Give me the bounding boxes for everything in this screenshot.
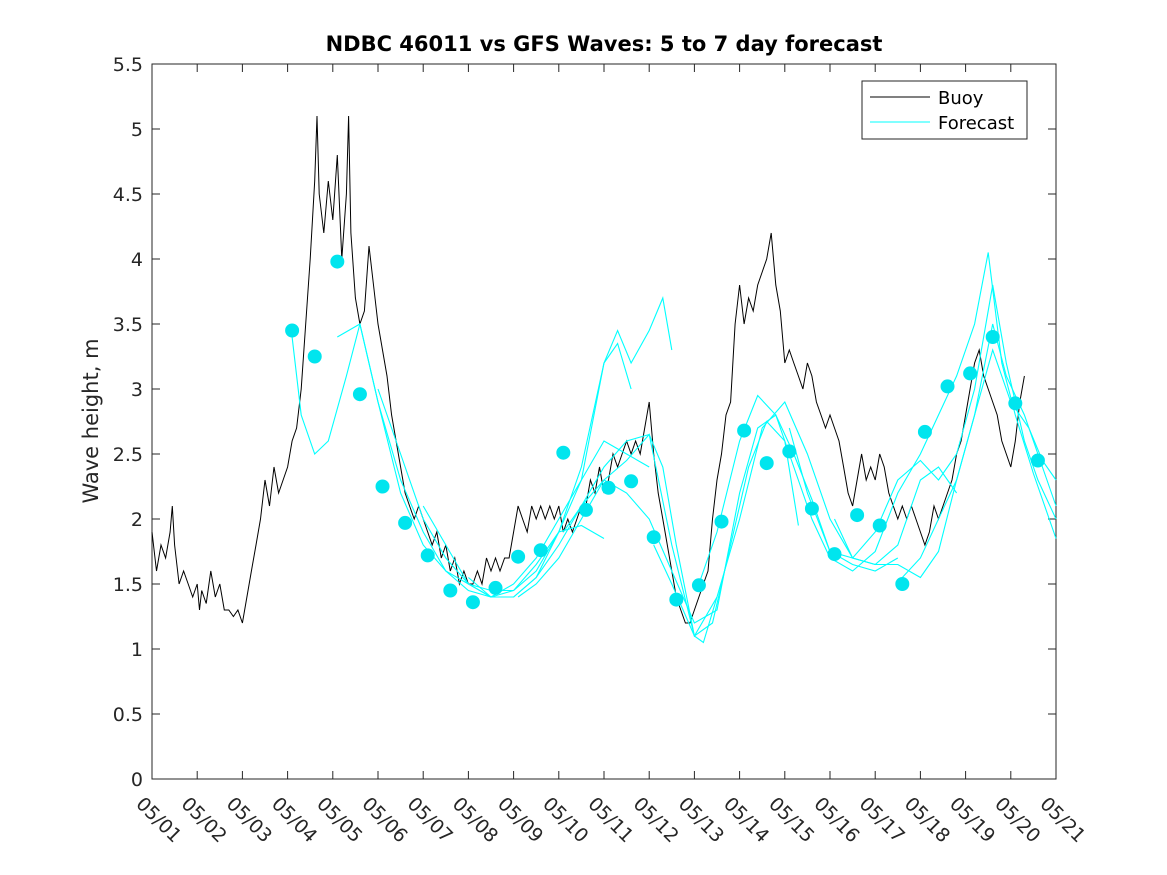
y-axis: 0 0.5 1 1.5 2 2.5 3 3.5 4 4.5 5 5.5 [113, 54, 1056, 791]
forecast-line [377, 296, 673, 598]
forecast-marker [465, 595, 480, 610]
forecast-line [901, 323, 1057, 578]
forecast-marker [511, 549, 526, 564]
legend-box [861, 80, 1028, 140]
forecast-marker [895, 577, 910, 591]
forecast-line [422, 342, 632, 598]
forecast-marker [1008, 396, 1023, 411]
y-tick-label: 0.5 [113, 704, 143, 726]
forecast-marker [375, 479, 390, 494]
forecast-marker [827, 547, 842, 562]
forecast-line [698, 252, 1057, 585]
y-tick-label: 1.5 [113, 574, 143, 596]
forecast-marker [872, 518, 887, 533]
forecast-line [517, 420, 799, 637]
legend-forecast-label: Forecast [938, 113, 1014, 134]
forecast-marker [556, 445, 571, 460]
forecast-marker [714, 514, 729, 529]
forecast-marker [759, 456, 774, 471]
forecast-marker [352, 387, 367, 402]
buoy-line [151, 115, 1025, 624]
forecast-marker [940, 379, 955, 394]
forecast-marker [850, 508, 865, 523]
chart-title: NDBC 46011 vs GFS Waves: 5 to 7 day fore… [326, 32, 883, 56]
forecast-line [468, 433, 718, 644]
forecast-marker [691, 578, 706, 593]
forecast-marker [669, 592, 684, 607]
forecast-marker [285, 323, 300, 338]
y-tick-label: 5 [131, 119, 143, 141]
forecast-marker [578, 502, 593, 517]
y-tick-label: 5.5 [113, 54, 143, 76]
y-tick-label: 4.5 [113, 184, 143, 206]
forecast-marker [917, 424, 932, 439]
legend: Buoy Forecast [861, 80, 1028, 140]
forecast-marker [330, 254, 345, 269]
forecast-marker [624, 474, 639, 489]
forecast-marker [646, 530, 661, 545]
y-tick-label: 2.5 [113, 444, 143, 466]
y-tick-label: 2 [131, 509, 143, 531]
y-tick-label: 0 [131, 769, 143, 791]
legend-buoy-label: Buoy [938, 88, 984, 109]
forecast-marker [533, 543, 548, 558]
forecast-marker [963, 366, 978, 381]
forecast-marker [420, 548, 435, 563]
y-axis-label: Wave height, m [79, 338, 103, 503]
forecast-marker [985, 330, 1000, 344]
forecast-marker [488, 580, 503, 595]
y-tick-label: 1 [131, 639, 143, 661]
y-tick-label: 3 [131, 379, 143, 401]
forecast-marker [443, 583, 458, 598]
forecast-marker [307, 349, 322, 364]
forecast-marker [782, 444, 797, 459]
forecast-marker [1030, 453, 1045, 468]
forecast-marker [398, 515, 413, 530]
forecast-marker [804, 501, 819, 516]
forecast-marker [601, 480, 616, 495]
forecast-line [653, 400, 958, 638]
series-layer [151, 115, 1057, 644]
y-tick-label: 3.5 [113, 314, 143, 336]
plot-area [151, 63, 1057, 780]
forecast-marker [737, 423, 752, 438]
y-tick-label: 4 [131, 249, 143, 271]
